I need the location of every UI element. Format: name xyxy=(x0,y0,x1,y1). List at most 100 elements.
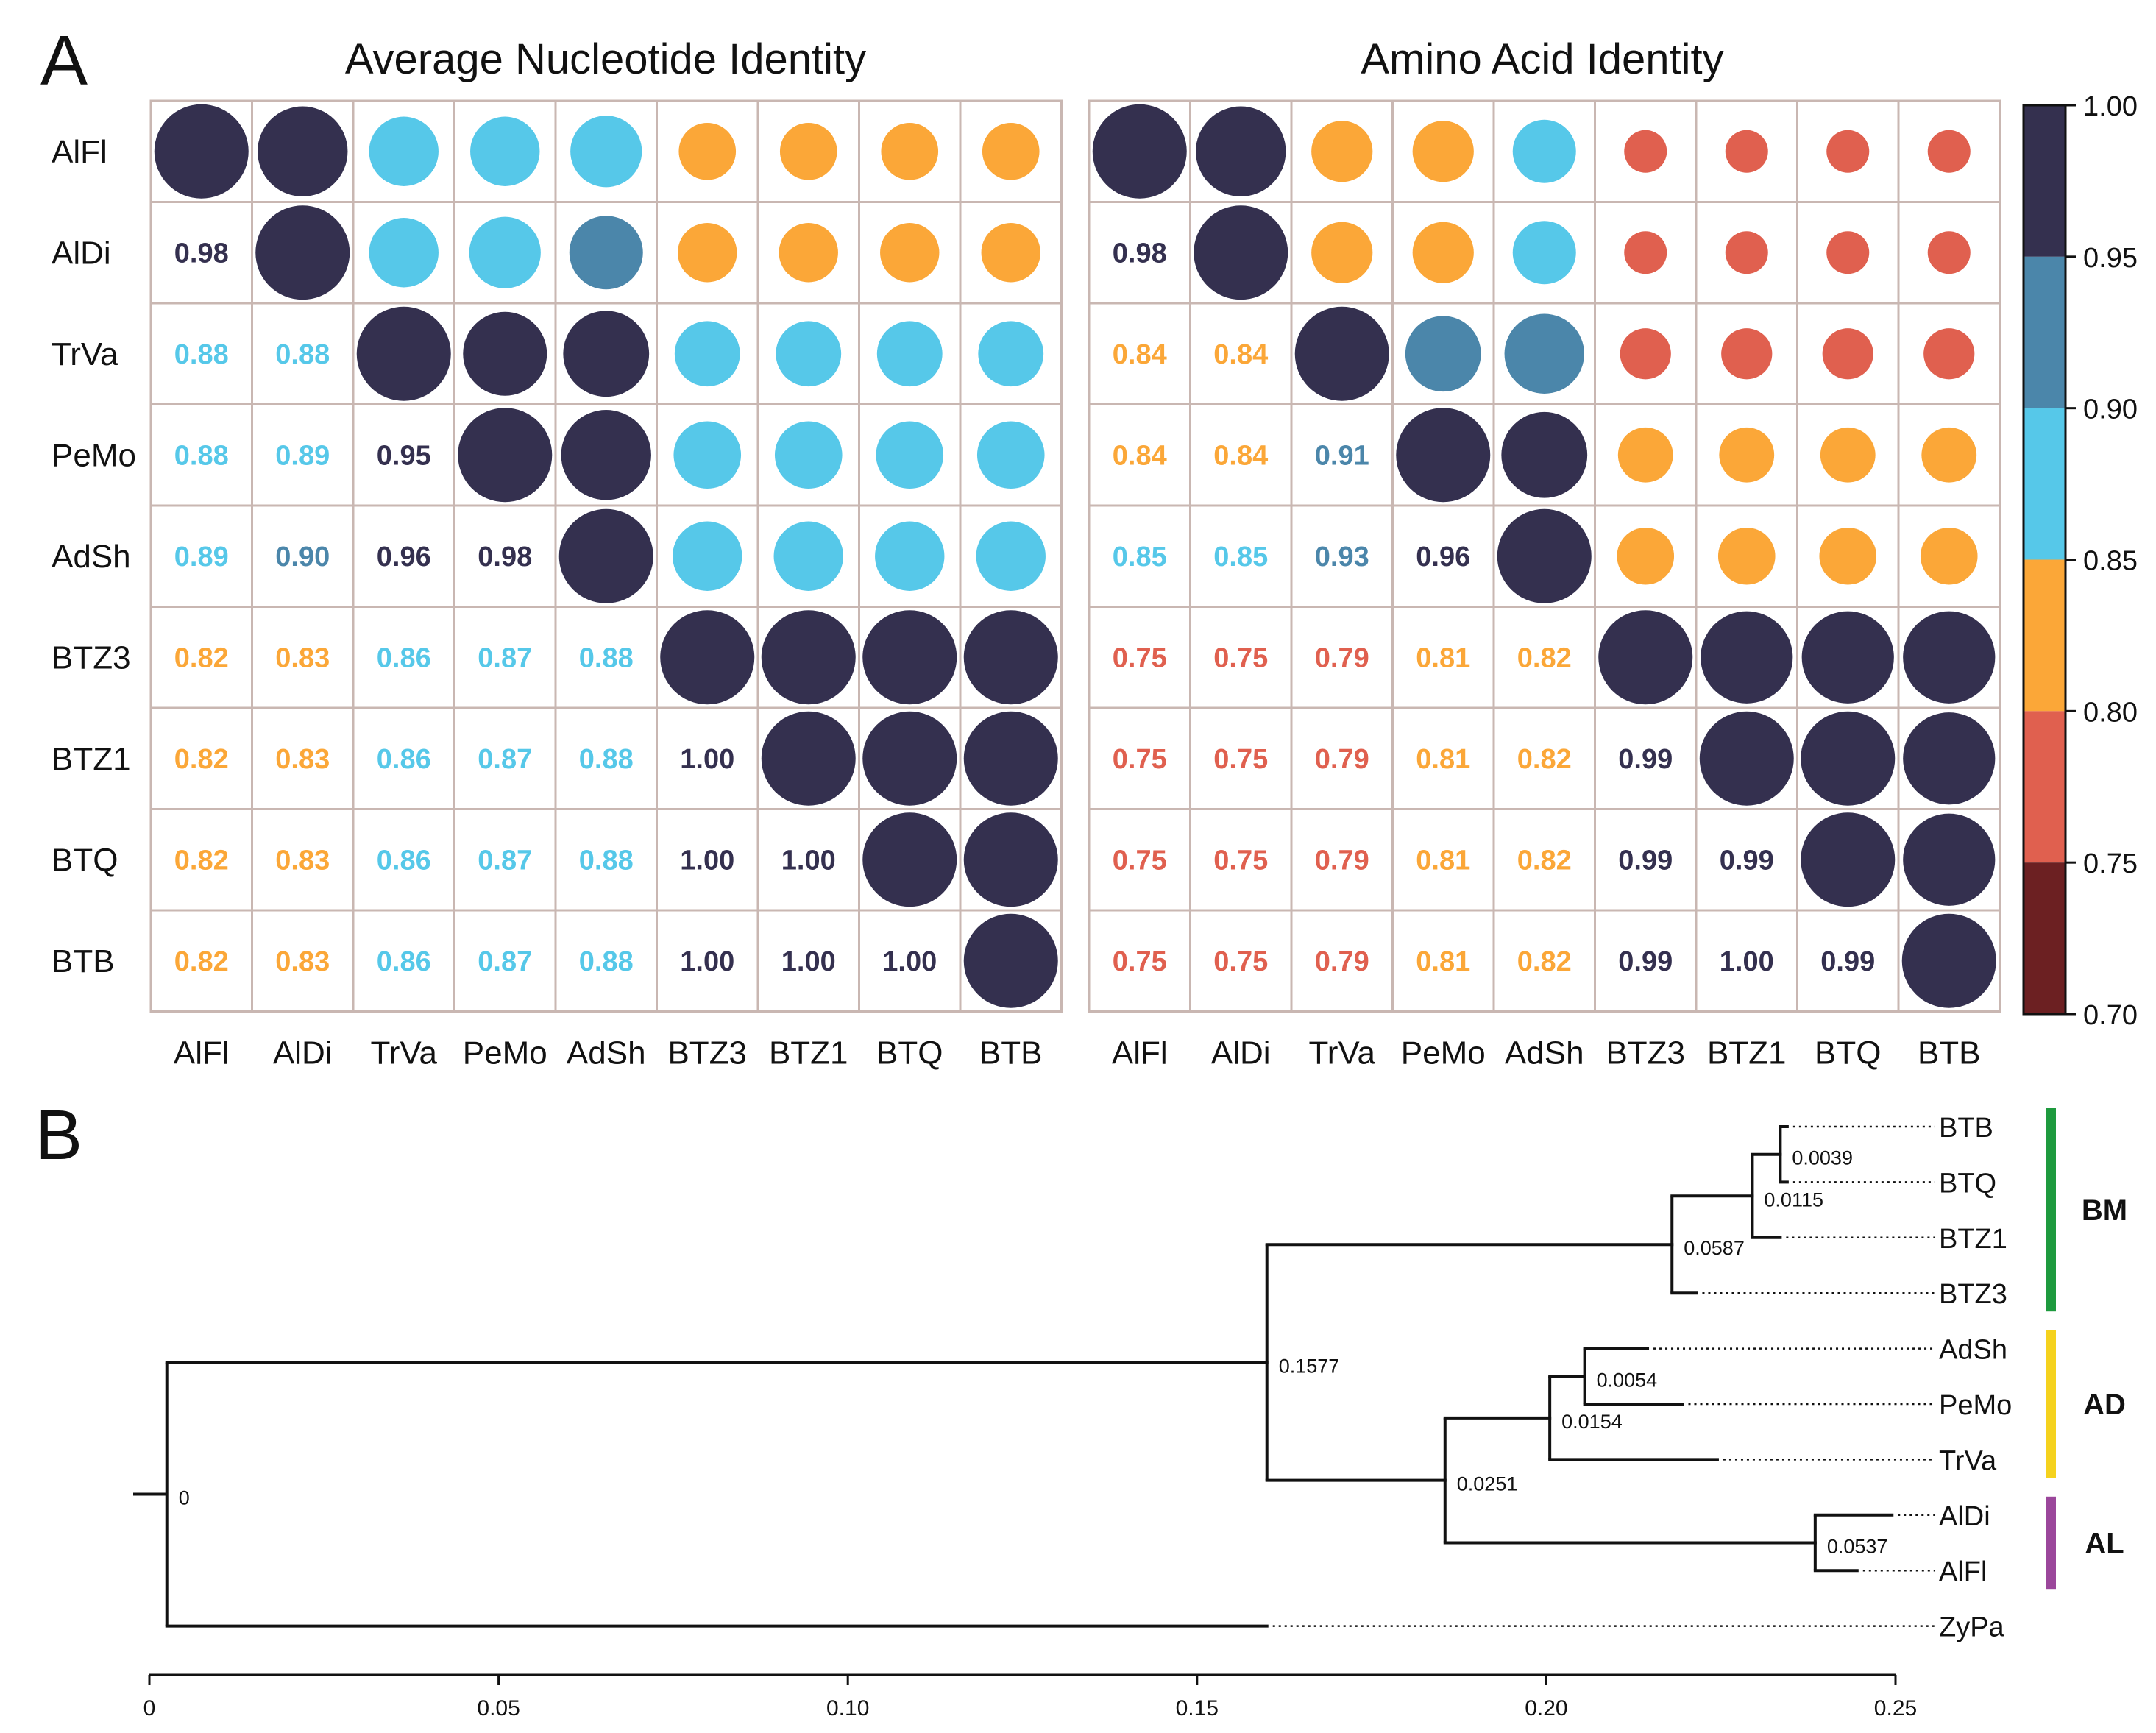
ani-circle xyxy=(570,116,642,188)
ani-circle xyxy=(569,216,643,290)
ani-row-label: PeMo xyxy=(52,437,136,473)
ani-value: 0.96 xyxy=(377,542,431,573)
aai-circle xyxy=(1801,711,1896,806)
ani-value: 0.88 xyxy=(579,744,634,775)
ani-circle xyxy=(673,421,742,489)
ani-row-label: BTB xyxy=(52,943,115,979)
ani-circle xyxy=(154,104,249,199)
ani-circle xyxy=(660,610,755,705)
aai-circle xyxy=(1092,104,1187,199)
aai-value: 0.91 xyxy=(1315,440,1369,471)
aai-circle xyxy=(1504,313,1584,394)
ani-circle xyxy=(674,321,740,387)
colorbar-tick-label: 0.75 xyxy=(2083,848,2138,879)
branch-length-label: 0.0587 xyxy=(1684,1237,1745,1259)
tip-label: AlFl xyxy=(1939,1556,1987,1587)
aai-value: 0.99 xyxy=(1618,744,1673,775)
ani-value: 1.00 xyxy=(882,946,937,977)
aai-value: 0.99 xyxy=(1618,946,1673,977)
ani-circle xyxy=(761,711,856,806)
ani-row-label: BTQ xyxy=(52,842,118,878)
tip-label: BTZ3 xyxy=(1939,1279,2007,1310)
ani-value: 0.89 xyxy=(275,440,330,471)
colorbar-tick-label: 0.90 xyxy=(2083,394,2138,425)
ani-circle xyxy=(255,205,350,300)
aai-circle xyxy=(1598,610,1693,705)
aai-value: 0.98 xyxy=(1113,238,1167,269)
clade-bar xyxy=(2046,1108,2056,1312)
aai-circle xyxy=(1901,913,1996,1008)
aai-value: 0.79 xyxy=(1315,744,1369,775)
branch-length-label: 0.0537 xyxy=(1827,1536,1888,1558)
aai-circle xyxy=(1620,328,1671,380)
ani-circle xyxy=(779,122,837,180)
aai-col-label: PeMo xyxy=(1401,1035,1486,1071)
ani-value: 0.86 xyxy=(377,946,431,977)
aai-circle xyxy=(1412,121,1474,182)
clade-bar xyxy=(2046,1496,2056,1590)
clade-label: AL xyxy=(2085,1528,2124,1560)
colorbar-bin xyxy=(2024,408,2065,560)
aai-circle xyxy=(1412,222,1474,283)
aai-circle xyxy=(1196,106,1286,196)
ani-value: 0.86 xyxy=(377,642,431,673)
tip-label: AdSh xyxy=(1939,1335,2007,1366)
colorbar-tick-label: 0.85 xyxy=(2083,546,2138,577)
aai-col-label: AlDi xyxy=(1211,1035,1271,1071)
aai-value: 0.79 xyxy=(1315,946,1369,977)
ani-circle xyxy=(469,216,541,288)
aai-circle xyxy=(1497,508,1592,603)
ani-circle xyxy=(981,223,1040,283)
colorbar-bin xyxy=(2024,559,2065,712)
aai-value: 0.75 xyxy=(1213,744,1268,775)
colorbar-tick-label: 0.80 xyxy=(2083,697,2138,728)
aai-col-label: BTB xyxy=(1918,1035,1981,1071)
ani-circle xyxy=(761,610,856,705)
ani-circle xyxy=(880,223,940,283)
branch-length-label: 0.0115 xyxy=(1764,1188,1823,1211)
aai-circle xyxy=(1903,712,1996,805)
aai-circle xyxy=(1512,119,1576,183)
ani-circle xyxy=(773,521,843,591)
ani-circle xyxy=(470,116,540,186)
ani-col-label: BTZ1 xyxy=(769,1035,848,1071)
aai-col-label: BTZ3 xyxy=(1606,1035,1685,1071)
ani-circle xyxy=(776,321,842,387)
ani-value: 1.00 xyxy=(680,845,734,876)
colorbar: 1.00 0.95 0.90 0.85 0.80 0.75 0.70 xyxy=(2022,91,2138,1031)
ani-circle xyxy=(563,311,650,397)
aai-value: 0.99 xyxy=(1820,946,1875,977)
ani-circle xyxy=(963,812,1058,907)
ani-circle xyxy=(963,913,1058,1008)
aai-circle xyxy=(1617,427,1673,483)
ani-value: 0.82 xyxy=(174,642,229,673)
ani-circle xyxy=(976,421,1045,489)
branch-length-label: 0.1577 xyxy=(1279,1355,1340,1377)
ani-value: 0.88 xyxy=(174,440,229,471)
axis-tick-label: 0.25 xyxy=(1874,1696,1917,1720)
aai-circle xyxy=(1721,328,1773,380)
clade-label: AD xyxy=(2083,1389,2126,1421)
aai-circle xyxy=(1624,231,1667,274)
aai-value: 0.93 xyxy=(1315,542,1369,573)
ani-row-label: BTZ1 xyxy=(52,741,131,777)
aai-value: 0.82 xyxy=(1517,642,1572,673)
aai-value: 0.75 xyxy=(1213,845,1268,876)
ani-circle xyxy=(875,521,945,591)
tree-axis: 0 0.05 0.10 0.15 0.20 0.25 xyxy=(143,1673,1917,1720)
ani-value: 1.00 xyxy=(680,744,734,775)
aai-circle xyxy=(1717,527,1776,585)
aai-circle xyxy=(1699,711,1794,806)
aai-value: 0.82 xyxy=(1517,946,1572,977)
aai-circle xyxy=(1801,611,1894,704)
branch-length-label: 0.0054 xyxy=(1597,1369,1658,1391)
aai-value: 0.84 xyxy=(1113,440,1167,471)
ani-circle xyxy=(862,711,957,806)
ani-value: 0.83 xyxy=(275,845,330,876)
ani-circle xyxy=(963,711,1058,806)
aai-col-label: TrVa xyxy=(1309,1035,1376,1071)
aai-circle xyxy=(1923,328,1975,380)
panel-b-label: B xyxy=(35,1096,82,1174)
aai-circle xyxy=(1826,130,1870,173)
